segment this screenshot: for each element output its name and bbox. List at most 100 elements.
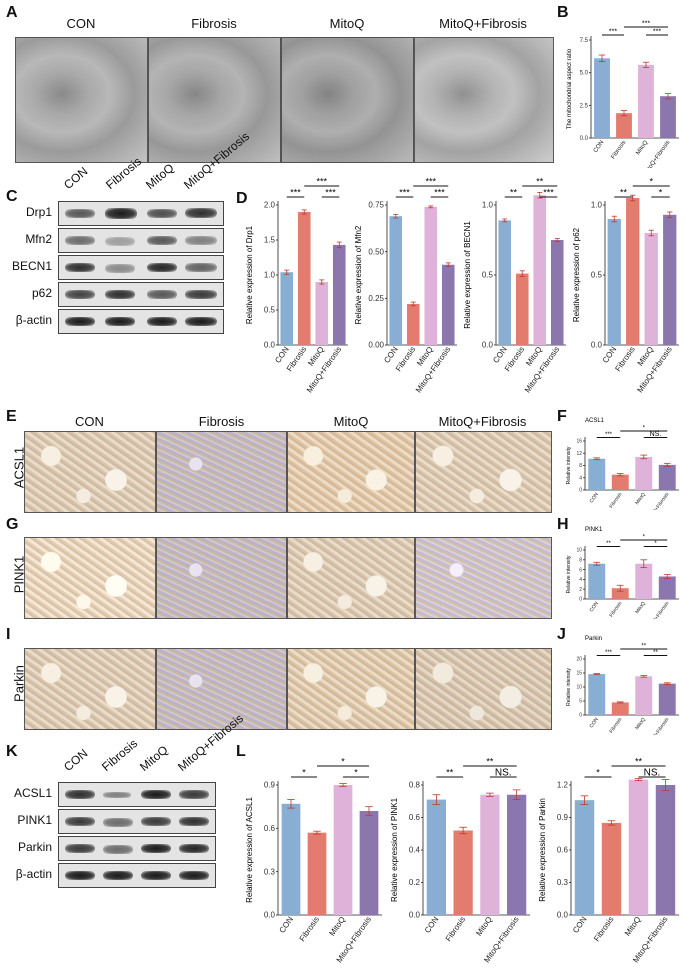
chart-L3-xtick-label: Fibrosis [592, 915, 615, 943]
ihc-acsl1-mitoq-fibrosis [415, 431, 552, 513]
chart-D3-sig-label: *** [543, 188, 554, 198]
chart-H-ytick-label: 2 [579, 587, 582, 593]
chart-H-xtick-label: MitoQ+Fibrosis [646, 600, 671, 619]
chart-H-bar [611, 588, 629, 599]
chart-L3-sig-label: ** [635, 757, 643, 767]
chart-D3-bar [515, 273, 529, 345]
chart-B-xtick-label: CON [593, 140, 606, 154]
chart-H-bar [635, 563, 653, 599]
chart-L3-ytick-label: 0.9 [557, 813, 569, 822]
chart-D4-ytick-label: 0.0 [591, 341, 603, 350]
panel-label-j: J [557, 626, 566, 643]
chart-L1-sig-label: * [354, 768, 358, 778]
chart-B-xtick-label: MitoQ [635, 139, 649, 156]
chart-L1-sig-label: * [341, 757, 345, 767]
chart-H-xtick-label: Fibrosis [608, 600, 623, 618]
chart-D1-ylabel: Relative expression of Drp1 [245, 225, 254, 324]
chart-H-sig-label: * [643, 535, 646, 541]
wb-c-label-mfn2: Mfn2 [25, 232, 52, 246]
chart-d-mfn2: Relative expression of Mfn2 0.00 0.25 0.50 0… [354, 177, 457, 394]
panel-label-g: G [6, 516, 19, 533]
chart-d-becn1: Relative expression of BECN10.00.51.0CON… [463, 177, 566, 394]
chart-L3-bar [601, 822, 622, 915]
chart-L2-bar [480, 794, 500, 915]
chart-D4-bar [626, 198, 640, 345]
wb-k-blot-parkin [58, 836, 216, 861]
ihc-acsl1-fibrosis [156, 431, 287, 513]
chart-H-ytick-label: 8 [579, 557, 582, 563]
chart-H-ylabel: Relative intensity [566, 555, 572, 593]
wb-c-col-mitoq: MitoQ [143, 160, 177, 192]
chart-L1-xtick-label: Fibrosis [298, 915, 321, 943]
chart-L3-ylabel: Relative expression of Parkin [538, 798, 547, 902]
chart-F-sig-label: *** [605, 432, 613, 438]
chart-D2-ylabel: Relative expression of Mfn2 [354, 225, 363, 324]
chart-D4-bar [644, 233, 658, 345]
chart-L2-ytick-label: 0.8 [409, 781, 421, 790]
chart-D1-ytick-label: 1.5 [264, 236, 276, 245]
chart-L1-bar [281, 803, 301, 915]
chart-F-sig-label: * [643, 426, 646, 432]
ihc-parkin-mitoq [287, 648, 415, 730]
wb-c-label-drp1: Drp1 [25, 205, 52, 219]
chart-L2-sig-label: NS. [495, 768, 512, 779]
chart-H-ytick-label: 0 [579, 597, 582, 603]
chart-D4-bar [607, 219, 621, 345]
wb-k-label-parkin: Parkin [17, 840, 52, 854]
chart-D2-sig-label: *** [425, 177, 436, 187]
chart-H-ytick-label: 4 [579, 577, 582, 583]
chart-l-pink1: Relative expression of PINK1 0.0 0.2 0.4 0.6… [390, 757, 530, 964]
chart-J-ytick-label: 20 [576, 657, 582, 663]
chart-B-ytick-label: 5.0 [580, 71, 589, 77]
chart-D3-ytick-label: 0.5 [482, 271, 494, 280]
chart-D1-bar [315, 282, 329, 345]
ihc-pink1-mitoq [287, 537, 415, 619]
chart-D2-ytick-label: 0.00 [368, 341, 384, 350]
chart-J-sig-label: *** [605, 650, 613, 656]
chart-L2-ytick-label: 0.4 [409, 846, 421, 855]
chart-F-ytick-label: 8 [579, 463, 582, 469]
wb-c-label-beta-actin: β-actin [15, 313, 52, 327]
chart-L1-bar [359, 811, 379, 915]
chart-B-ytick-label: 0.0 [580, 136, 589, 142]
chart-H-bar [588, 563, 606, 599]
chart-H-ytick-label: 10 [576, 548, 582, 554]
chart-F-ytick-label: 0 [579, 488, 582, 494]
chart-L3-ytick-label: 0.0 [557, 911, 569, 920]
chart-b-aspect-ratio: The mitochondrial aspect ratio 0.0 2.5 5.0 7… [567, 21, 679, 168]
chart-D3-sig-label: ** [536, 177, 544, 187]
chart-D1-ytick-label: 2.0 [264, 201, 276, 210]
chart-L1-ytick-label: 0.9 [264, 781, 276, 790]
wb-k-blot-pink1 [58, 809, 216, 834]
chart-H-ytick-label: 6 [579, 567, 582, 573]
chart-d-drp1: Relative expression of Drp1 0.0 0.5 1.0 1.5 2… [245, 177, 348, 394]
wb-k-label-pink1: PINK1 [17, 813, 52, 827]
em-col-fibrosis: Fibrosis [191, 16, 237, 31]
chart-L3-bar [574, 800, 595, 915]
chart-L2-xtick-label: Fibrosis [444, 915, 467, 943]
chart-J-xtick-label: CON [589, 716, 601, 729]
chart-D2-ytick-label: 0.75 [368, 201, 384, 210]
chart-D4-ytick-label: 0.5 [591, 271, 603, 280]
panel-label-i: I [6, 626, 11, 643]
chart-L2-sig-label: ** [486, 757, 494, 767]
chart-H-bar [658, 576, 676, 599]
wb-k-col-mitoq: MitoQ [137, 742, 171, 774]
ihc-parkin-con [24, 648, 156, 730]
chart-D4-sig-label: * [649, 177, 653, 187]
chart-L2-ylabel: Relative expression of PINK1 [390, 797, 399, 902]
chart-D4-xtick-label: CON [601, 345, 619, 365]
chart-L2-ytick-label: 0.0 [409, 911, 421, 920]
chart-J-sig-label: ** [641, 644, 646, 650]
panel-label-k: K [6, 743, 18, 760]
chart-L3-ytick-label: 0.3 [557, 878, 569, 887]
chart-J-bar [658, 683, 676, 715]
chart-B-xtick-label: Fibrosis [610, 140, 627, 161]
ihc-col-fibrosis: Fibrosis [198, 414, 245, 429]
chart-B-bar [594, 58, 610, 138]
chart-L1-bar [307, 832, 327, 915]
em-image-mitoq-fibrosis [414, 37, 554, 163]
wb-c-blot-beta-actin [58, 309, 224, 334]
chart-B-sig-label: *** [609, 29, 617, 36]
wb-k-label-beta-actin: β-actin [15, 867, 52, 881]
